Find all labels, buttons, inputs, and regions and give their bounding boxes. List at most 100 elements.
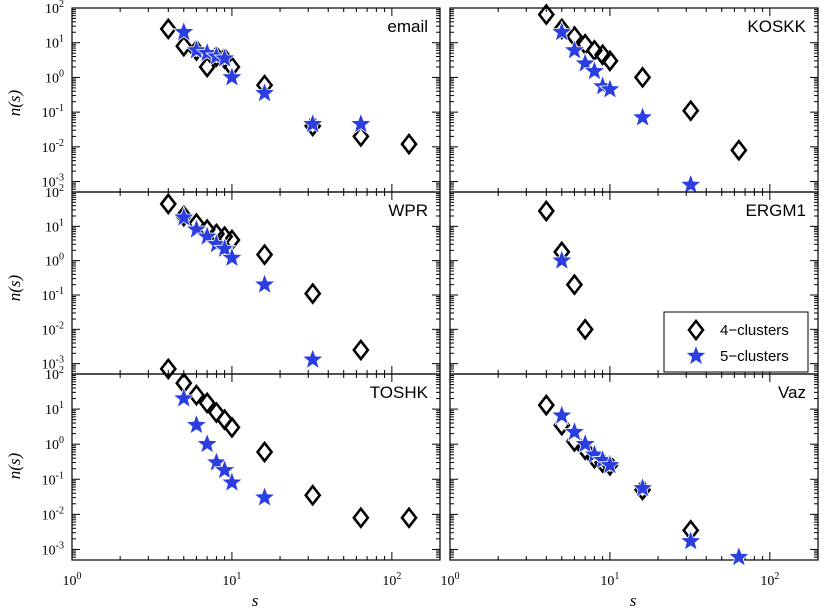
point-koskk-diamond-9 — [730, 139, 748, 162]
point-wpr-star-5 — [220, 245, 244, 268]
y-tick-label: 10-1 — [42, 470, 64, 488]
y-ticks-top: 102 101 100 10-1 10-2 10-3 — [42, 0, 64, 191]
x-axis-label-left: s — [252, 591, 259, 610]
panel-toshk: TOSHK — [71, 357, 441, 561]
x-axis-label-right: s — [630, 591, 637, 610]
point-wpr-star-1 — [184, 217, 209, 240]
x-tick-label: 101 — [222, 571, 241, 589]
point-vaz-star-8 — [727, 545, 751, 568]
panels-group: email KOSKK WPR ERGM1 TOSHK Vaz — [71, 3, 819, 568]
panel-title-toshk: TOSHK — [370, 383, 429, 402]
y-ticks-bot: 102 101 100 10-1 10-2 10-3 — [42, 365, 64, 558]
point-toshk-diamond-7 — [255, 440, 274, 464]
panel-title-wpr: WPR — [388, 201, 428, 220]
point-email-diamond-10 — [400, 132, 418, 156]
panel-email: email — [71, 7, 441, 193]
point-toshk-diamond-2 — [187, 384, 206, 407]
panel-title-koskk: KOSKK — [747, 17, 806, 36]
point-email-star-6 — [253, 81, 277, 104]
x-ticks-left: 100 101 102 — [63, 571, 402, 589]
point-koskk-diamond-8 — [682, 99, 700, 122]
point-email-diamond-9 — [352, 125, 370, 148]
point-toshk-diamond-4 — [207, 401, 226, 424]
point-vaz-star-1 — [562, 420, 587, 442]
point-email-star-7 — [301, 112, 325, 134]
point-koskk-diamond-7 — [633, 66, 652, 89]
point-ergm1-diamond-2 — [565, 273, 584, 296]
point-koskk-star-0 — [550, 20, 574, 43]
y-tick-label: 101 — [45, 217, 64, 235]
point-ergm1-star-0 — [550, 248, 574, 271]
x-tick-label: 102 — [382, 571, 401, 589]
point-email-star-5 — [220, 65, 244, 88]
panel-title-email: email — [387, 17, 428, 36]
point-koskk-star-1 — [562, 38, 587, 61]
point-ergm1-diamond-3 — [576, 318, 594, 341]
y-tick-label: 10-2 — [42, 138, 64, 156]
point-vaz-star-7 — [679, 529, 703, 552]
x-tick-label: 100 — [441, 571, 460, 589]
point-toshk-diamond-0 — [159, 357, 177, 380]
point-vaz-diamond-0 — [537, 393, 555, 417]
point-ergm1-diamond-0 — [537, 199, 555, 223]
legend: 4−clusters 5−clusters — [663, 311, 809, 373]
legend-label-5-clusters: 5−clusters — [720, 348, 789, 365]
x-ticks-right: 100 101 102 — [441, 571, 780, 589]
panel-koskk: KOSKK — [449, 3, 819, 195]
y-tick-label: 102 — [45, 0, 64, 17]
point-toshk-star-4 — [213, 458, 237, 481]
legend-box — [663, 311, 809, 373]
point-toshk-diamond-10 — [400, 506, 418, 529]
point-wpr-diamond-1 — [175, 204, 193, 228]
panel-title-vaz: Vaz — [778, 383, 806, 402]
legend-marker-star — [684, 343, 708, 366]
y-tick-label: 10-3 — [42, 540, 64, 558]
point-koskk-star-6 — [631, 105, 655, 128]
point-email-diamond-0 — [159, 17, 177, 41]
y-axis-label-bot: n(s) — [5, 452, 24, 479]
point-wpr-diamond-7 — [255, 243, 274, 266]
point-toshk-diamond-8 — [304, 484, 322, 507]
point-toshk-star-6 — [253, 485, 277, 508]
x-tick-label: 100 — [63, 571, 82, 589]
y-tick-label: 10-3 — [42, 173, 64, 191]
y-tick-label: 10-2 — [42, 320, 64, 338]
point-koskk-diamond-1 — [553, 17, 571, 41]
panel-title-ergm1: ERGM1 — [746, 201, 806, 220]
point-wpr-star-0 — [172, 205, 196, 228]
point-toshk-star-0 — [172, 386, 196, 409]
y-ticks-mid: 102 101 100 10-1 10-2 10-3 — [42, 183, 64, 373]
panel-frame — [449, 373, 819, 561]
panel-frame — [71, 373, 441, 561]
point-vaz-star-5 — [598, 453, 622, 476]
point-wpr-diamond-0 — [159, 192, 177, 216]
y-axis-label-mid: n(s) — [5, 274, 24, 301]
y-tick-label: 101 — [45, 400, 64, 418]
y-tick-label: 10-1 — [42, 103, 64, 121]
point-toshk-diamond-9 — [352, 506, 370, 529]
legend-marker-diamond — [687, 318, 705, 342]
point-toshk-star-5 — [220, 470, 244, 493]
point-wpr-star-6 — [253, 272, 277, 295]
point-koskk-diamond-5 — [593, 43, 612, 66]
point-koskk-star-7 — [679, 172, 703, 195]
y-tick-label: 100 — [45, 252, 64, 270]
legend-label-4-clusters: 4−clusters — [720, 322, 789, 339]
point-koskk-diamond-0 — [537, 3, 555, 26]
point-wpr-star-4 — [213, 236, 237, 259]
y-axis-label-top: n(s) — [5, 89, 24, 116]
y-tick-label: 101 — [45, 34, 64, 52]
x-tick-label: 102 — [760, 571, 779, 589]
point-vaz-star-2 — [573, 432, 597, 454]
point-koskk-diamond-6 — [601, 49, 619, 72]
x-tick-label: 101 — [600, 571, 619, 589]
point-email-star-1 — [184, 38, 209, 61]
point-toshk-diamond-6 — [223, 416, 241, 439]
panel-vaz: Vaz — [449, 373, 819, 568]
point-wpr-star-7 — [301, 347, 325, 370]
point-wpr-diamond-9 — [352, 338, 370, 362]
y-tick-label: 100 — [45, 68, 64, 86]
point-email-star-4 — [213, 46, 237, 69]
y-tick-label: 10-3 — [42, 355, 64, 373]
